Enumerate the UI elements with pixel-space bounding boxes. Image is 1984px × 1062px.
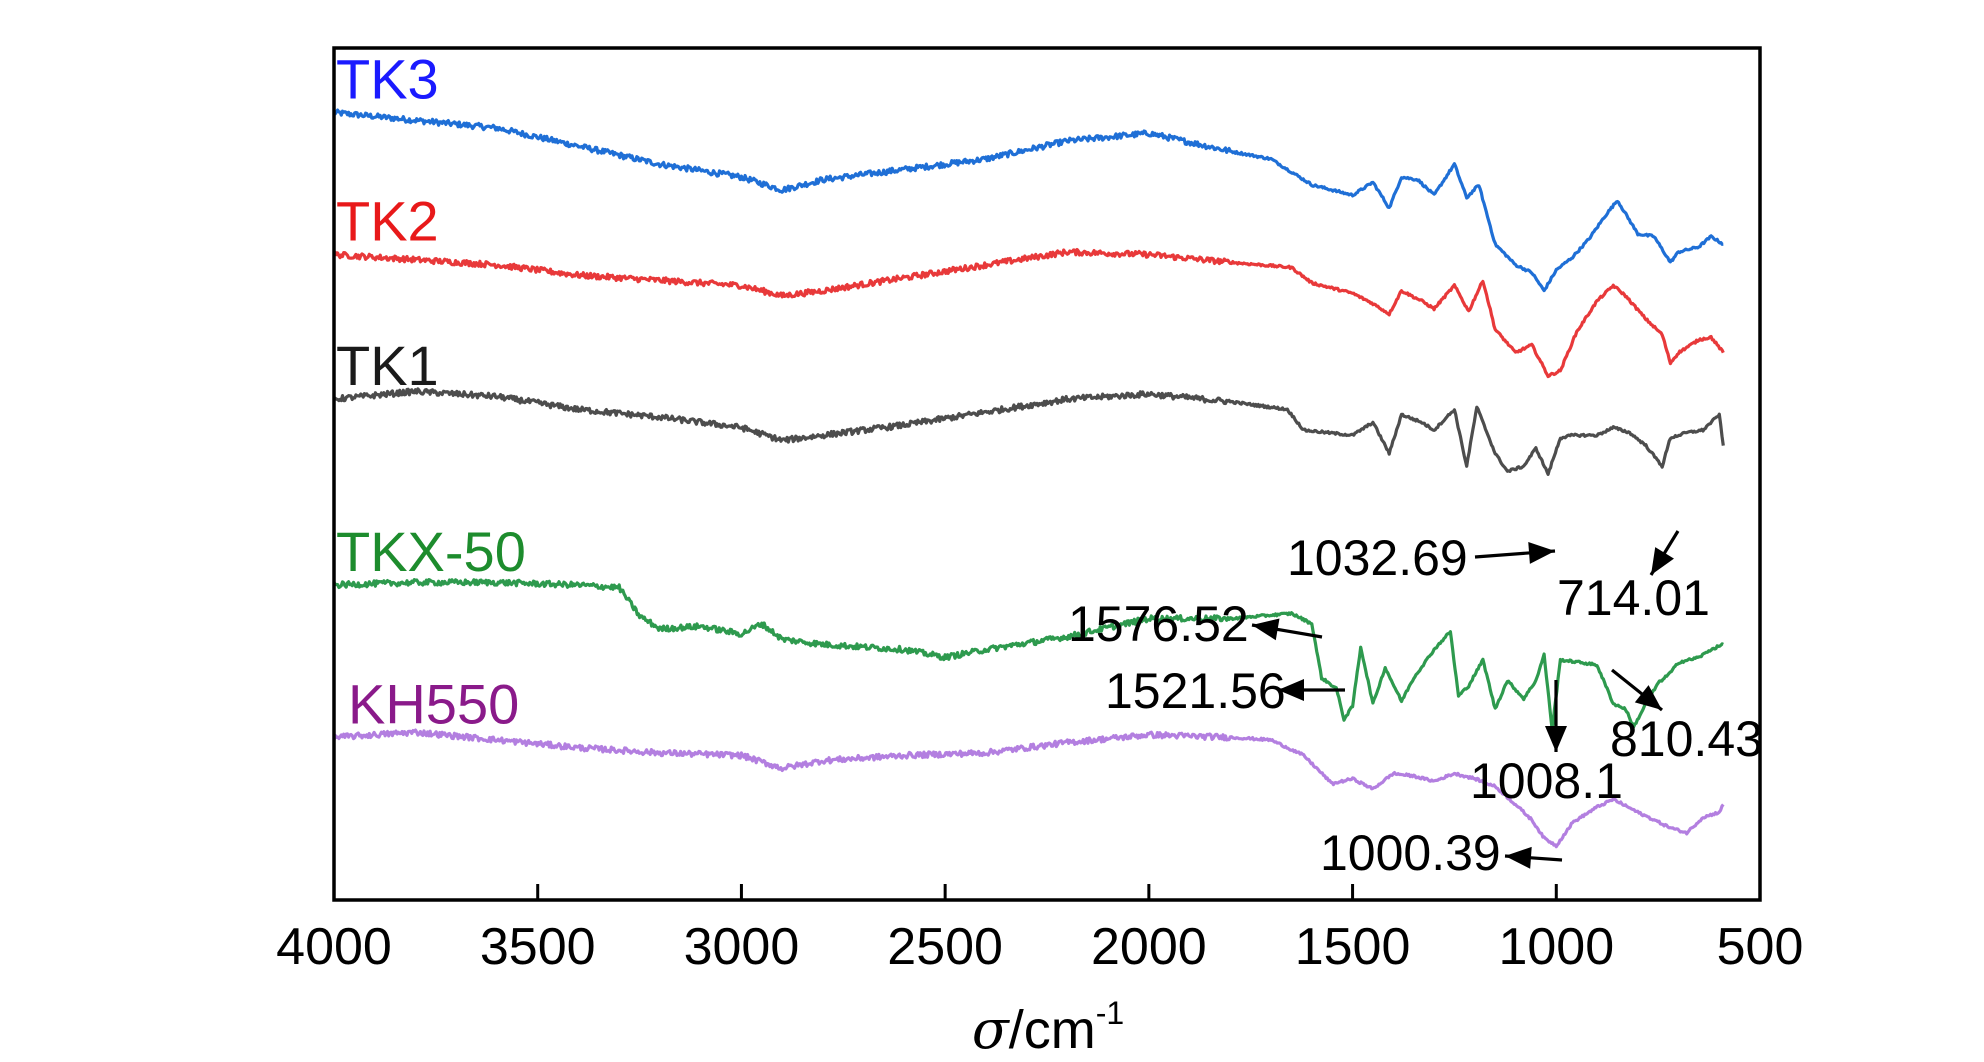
annotation-arrowhead — [1528, 541, 1555, 564]
annotation-arrowhead — [1278, 679, 1304, 701]
axis-layer: 4000 3500 3000 2500 2000 1500 1000 500 — [276, 884, 1803, 976]
series-label-tk1: TK1 — [336, 334, 439, 397]
series-label-tk3: TK3 — [336, 48, 439, 111]
series-layer: TK3 TK2 TK1 TKX-50 KH550 — [332, 48, 1725, 849]
x-axis-symbol: σ — [972, 998, 1011, 1061]
x-tick-label: 1500 — [1295, 918, 1411, 976]
annotation-arrowhead — [1634, 685, 1662, 710]
series-line-tk2 — [332, 247, 1725, 379]
series-label-tk2: TK2 — [336, 190, 439, 253]
annotation-arrowhead — [1252, 618, 1280, 641]
x-tick-label: 500 — [1717, 918, 1804, 976]
annotation-label: 1000.39 — [1320, 825, 1501, 881]
series-line-tk3 — [332, 108, 1724, 293]
series-label-tkx-50: TKX-50 — [336, 520, 526, 583]
x-tick-label: 1000 — [1498, 918, 1614, 976]
x-tick-label: 2000 — [1091, 918, 1207, 976]
x-tick-label: 4000 — [276, 918, 392, 976]
series-line-kh550 — [332, 728, 1725, 849]
annotation-label: 1521.56 — [1105, 663, 1286, 719]
series-line-tkx-50 — [332, 578, 1724, 732]
x-axis-unit: /cm — [1009, 1000, 1096, 1060]
series-line-tk1 — [333, 387, 1725, 476]
annotation-label: 1032.69 — [1287, 530, 1468, 586]
annotation-arrowhead — [1545, 726, 1567, 752]
x-tick-label: 3000 — [684, 918, 800, 976]
x-tick-label: 2500 — [887, 918, 1003, 976]
x-tick-label: 3500 — [480, 918, 596, 976]
annotation-label: 810.43 — [1610, 711, 1763, 767]
annotation-label: 714.01 — [1557, 570, 1710, 626]
x-axis-title: σ/cm-1 — [972, 995, 1124, 1061]
annotation-label: 1576.52 — [1068, 596, 1249, 652]
plot-frame — [332, 46, 1762, 902]
x-axis-exponent: -1 — [1096, 995, 1124, 1031]
annotation-arrowhead — [1651, 547, 1674, 575]
series-label-kh550: KH550 — [348, 672, 519, 735]
annotation-arrowhead — [1505, 846, 1532, 869]
annotation-label: 1008.1 — [1470, 753, 1623, 809]
